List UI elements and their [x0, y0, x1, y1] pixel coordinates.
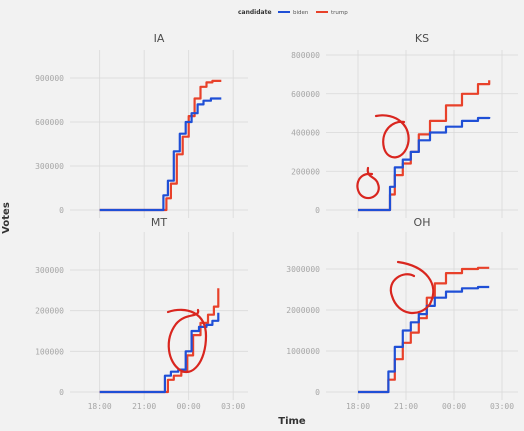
annotation-circle	[389, 260, 435, 314]
y-tick-label: 200000	[291, 167, 320, 176]
x-axis-title: Time	[278, 416, 306, 427]
x-tick-label: 03:00	[490, 402, 514, 411]
y-tick-label: 200000	[35, 307, 64, 316]
y-tick-label: 800000	[291, 51, 320, 60]
legend-label-biden: biden	[293, 10, 309, 16]
y-axis-title: Votes	[1, 202, 12, 234]
annotation-circle	[166, 308, 208, 374]
x-tick-label: 18:00	[346, 402, 370, 411]
y-tick-label: 0	[59, 388, 64, 397]
series-line-biden	[99, 97, 222, 212]
panel-oh: 0 1000000 2000000 3000000 OH 18:00 21:00 00:00 0…	[286, 216, 518, 411]
legend-label-trump: trump	[331, 10, 348, 16]
panel-mt: 0 100000 200000 300000 MT 18:00 21:00 00:00 03:0…	[35, 216, 248, 411]
y-tick-label: 3000000	[286, 265, 320, 274]
y-tick-label: 900000	[35, 74, 64, 83]
panel-ks: 0 200000 400000 600000 800000 KS	[291, 32, 518, 218]
hand-drawn-annotations	[166, 114, 435, 374]
facet-panels: 0 300000 600000 900000 IA 0 200000 400000 600000…	[35, 32, 518, 411]
x-tick-label: 18:00	[88, 402, 112, 411]
panel-title: MT	[151, 216, 167, 229]
x-tick-label: 03:00	[221, 402, 245, 411]
y-tick-label: 600000	[35, 118, 64, 127]
legend-title: candidate	[238, 9, 272, 16]
x-tick-label: 21:00	[394, 402, 418, 411]
y-tick-label: 0	[315, 206, 320, 215]
series-line-trump	[358, 80, 491, 212]
panel-title: OH	[414, 216, 431, 229]
x-tick-label: 00:00	[442, 402, 466, 411]
y-tick-label: 0	[315, 388, 320, 397]
x-tick-label: 21:00	[132, 402, 156, 411]
series-line-biden	[358, 285, 490, 394]
series-line-biden	[99, 312, 220, 394]
panel-ia: 0 300000 600000 900000 IA	[35, 32, 248, 218]
y-tick-label: 300000	[35, 162, 64, 171]
y-tick-label: 300000	[35, 266, 64, 275]
legend: candidate biden trump	[238, 9, 348, 16]
panel-title: IA	[154, 32, 165, 45]
x-tick-label: 00:00	[177, 402, 201, 411]
y-tick-label: 0	[59, 206, 64, 215]
annotation-circle	[374, 114, 410, 159]
y-tick-label: 100000	[35, 347, 64, 356]
y-tick-label: 400000	[291, 129, 320, 138]
panel-title: KS	[415, 32, 429, 45]
series-line-trump	[358, 266, 490, 394]
y-tick-label: 1000000	[286, 347, 320, 356]
series-line-trump	[99, 288, 220, 394]
series-line-trump	[99, 79, 222, 212]
annotation-circle	[356, 166, 380, 200]
y-tick-label: 2000000	[286, 306, 320, 315]
series-line-biden	[358, 116, 491, 212]
y-tick-label: 600000	[291, 90, 320, 99]
